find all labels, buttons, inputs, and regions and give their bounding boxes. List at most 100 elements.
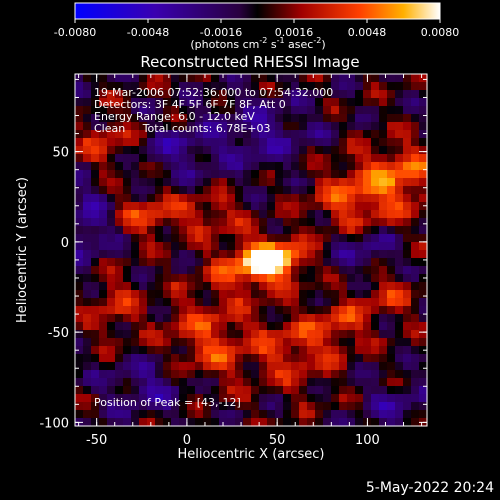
heatmap-cell (299, 194, 308, 203)
heatmap-cell (291, 234, 300, 243)
heatmap-cell (203, 410, 212, 419)
heatmap-cell (267, 338, 276, 347)
heatmap-cell (211, 322, 220, 331)
heatmap-cell (195, 370, 204, 379)
heatmap-cell (179, 282, 188, 291)
heatmap-cell (107, 122, 116, 131)
heatmap-cell (115, 274, 124, 283)
heatmap-cell (371, 226, 380, 235)
heatmap-cell (315, 346, 324, 355)
heatmap-cell (267, 274, 276, 283)
heatmap-cell (203, 74, 212, 83)
heatmap-cell (131, 258, 140, 267)
heatmap-cell (211, 242, 220, 251)
heatmap-cell (331, 218, 340, 227)
heatmap-cell (195, 202, 204, 211)
heatmap-cell (275, 170, 284, 179)
heatmap-cell (131, 202, 140, 211)
heatmap-cell (275, 242, 284, 251)
heatmap-cell (187, 218, 196, 227)
heatmap-cell (123, 106, 132, 115)
heatmap-cell (387, 338, 396, 347)
heatmap-cell (283, 354, 292, 363)
heatmap-cell (355, 194, 364, 203)
heatmap-cell (355, 362, 364, 371)
heatmap-cell (283, 298, 292, 307)
heatmap-cell (219, 258, 228, 267)
heatmap-cell (395, 418, 404, 427)
heatmap-cell (139, 146, 148, 155)
heatmap-cell (163, 362, 172, 371)
heatmap-cell (251, 178, 260, 187)
heatmap-cell (155, 330, 164, 339)
heatmap-cell (131, 354, 140, 363)
heatmap-cell (107, 314, 116, 323)
heatmap-cell (131, 322, 140, 331)
heatmap-cell (371, 266, 380, 275)
heatmap-cell (91, 298, 100, 307)
heatmap-cell (219, 138, 228, 147)
heatmap-cell (195, 114, 204, 123)
heatmap-cell (139, 90, 148, 99)
heatmap-cell (395, 298, 404, 307)
heatmap-cell (99, 202, 108, 211)
heatmap-cell (363, 258, 372, 267)
heatmap-cell (403, 410, 412, 419)
heatmap-cell (75, 122, 84, 131)
heatmap-cell (283, 378, 292, 387)
heatmap-cell (187, 234, 196, 243)
heatmap-cell (187, 82, 196, 91)
heatmap-cell (411, 250, 420, 259)
heatmap-cell (411, 338, 420, 347)
heatmap-cell (291, 138, 300, 147)
heatmap-cell (339, 90, 348, 99)
heatmap-cell (403, 338, 412, 347)
heatmap-cell (115, 210, 124, 219)
heatmap-cell (171, 338, 180, 347)
heatmap-cell (323, 354, 332, 363)
heatmap-cell (155, 186, 164, 195)
heatmap-cell (331, 194, 340, 203)
heatmap-cell (411, 370, 420, 379)
heatmap-cell (395, 250, 404, 259)
heatmap-cell (275, 114, 284, 123)
heatmap-cell (195, 282, 204, 291)
heatmap-cell (235, 90, 244, 99)
heatmap-cell (219, 106, 228, 115)
heatmap-cell (107, 194, 116, 203)
heatmap-cell (307, 402, 316, 411)
heatmap-cell (107, 98, 116, 107)
heatmap-cell (195, 178, 204, 187)
heatmap-cell (107, 250, 116, 259)
heatmap-cell (147, 106, 156, 115)
heatmap-cell (171, 98, 180, 107)
heatmap-cell (91, 114, 100, 123)
heatmap-cell (363, 290, 372, 299)
heatmap-cell (99, 106, 108, 115)
heatmap-cell (75, 170, 84, 179)
heatmap-cell (363, 186, 372, 195)
heatmap-cell (211, 346, 220, 355)
heatmap-cell (107, 170, 116, 179)
heatmap-cell (219, 338, 228, 347)
heatmap-cell (211, 162, 220, 171)
heatmap-cell (355, 226, 364, 235)
heatmap-cell (235, 146, 244, 155)
heatmap-cell (211, 290, 220, 299)
heatmap-cell (315, 90, 324, 99)
heatmap-cell (227, 234, 236, 243)
heatmap-cell (283, 330, 292, 339)
heatmap-cell (323, 130, 332, 139)
heatmap-cell (387, 370, 396, 379)
heatmap-cell (131, 210, 140, 219)
heatmap-cell (275, 250, 284, 259)
heatmap-cell (387, 130, 396, 139)
heatmap-cell (251, 194, 260, 203)
heatmap-cell (267, 402, 276, 411)
heatmap-cell (139, 122, 148, 131)
heatmap-cell (275, 274, 284, 283)
heatmap-cell (347, 162, 356, 171)
heatmap-cell (403, 90, 412, 99)
heatmap-cell (315, 130, 324, 139)
heatmap-cell (99, 98, 108, 107)
